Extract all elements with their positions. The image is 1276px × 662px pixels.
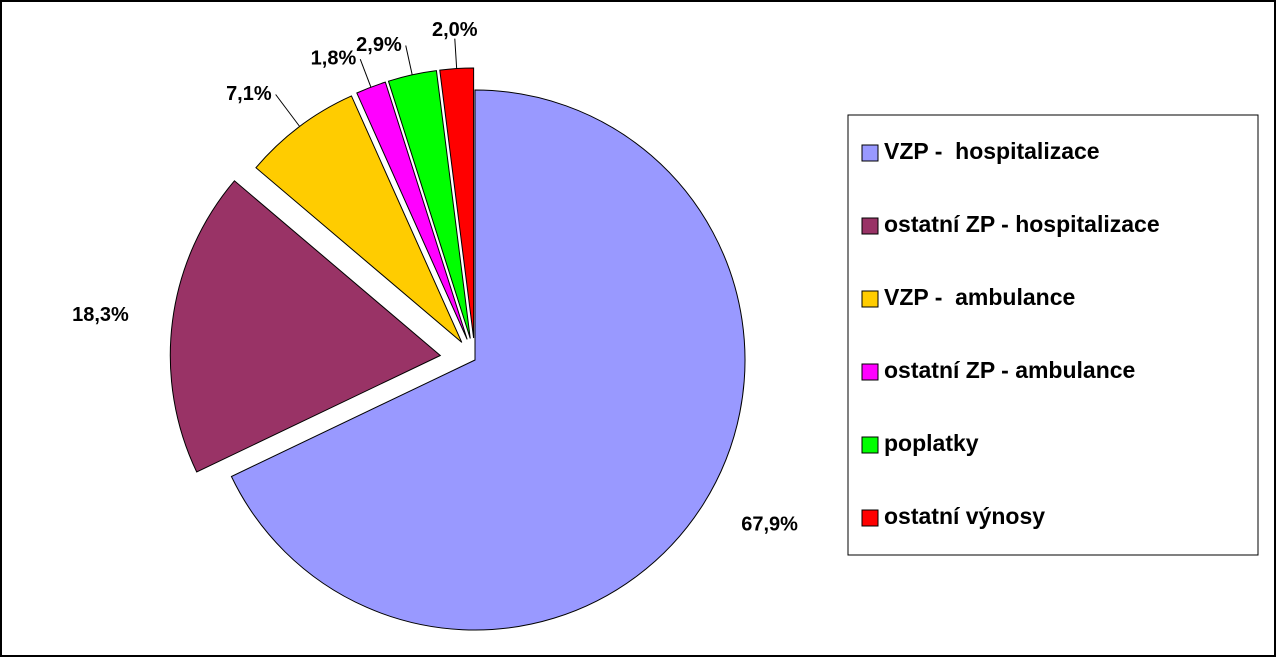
legend-label: ostatní ZP - hospitalizace xyxy=(884,211,1160,237)
leader-line xyxy=(454,38,458,69)
legend-swatch xyxy=(861,144,879,162)
leader-line xyxy=(359,58,372,88)
legend-label: ostatní ZP - ambulance xyxy=(884,357,1135,383)
data-label: 67,9% xyxy=(741,514,798,536)
data-label: 1,8% xyxy=(311,47,357,69)
legend-label: VZP - hospitalizace xyxy=(884,138,1100,164)
pie-slice xyxy=(169,180,442,473)
data-label: 18,3% xyxy=(72,304,129,326)
legend-swatch xyxy=(861,509,879,527)
legend-label: ostatní výnosy xyxy=(884,503,1045,529)
legend-label: poplatky xyxy=(884,430,979,456)
pie-slice xyxy=(255,95,463,343)
legend-label: VZP - ambulance xyxy=(884,284,1075,310)
data-label: 7,1% xyxy=(226,83,272,105)
legend-box xyxy=(847,114,1259,556)
legend-swatch xyxy=(861,217,879,235)
legend-swatch xyxy=(861,363,879,381)
legend-swatch xyxy=(861,290,879,308)
data-label: 2,9% xyxy=(356,34,402,56)
leader-line xyxy=(275,94,301,127)
data-label: 2,0% xyxy=(432,19,478,41)
pie-slice xyxy=(230,89,746,631)
leader-line xyxy=(405,45,413,75)
legend-swatch xyxy=(861,436,879,454)
